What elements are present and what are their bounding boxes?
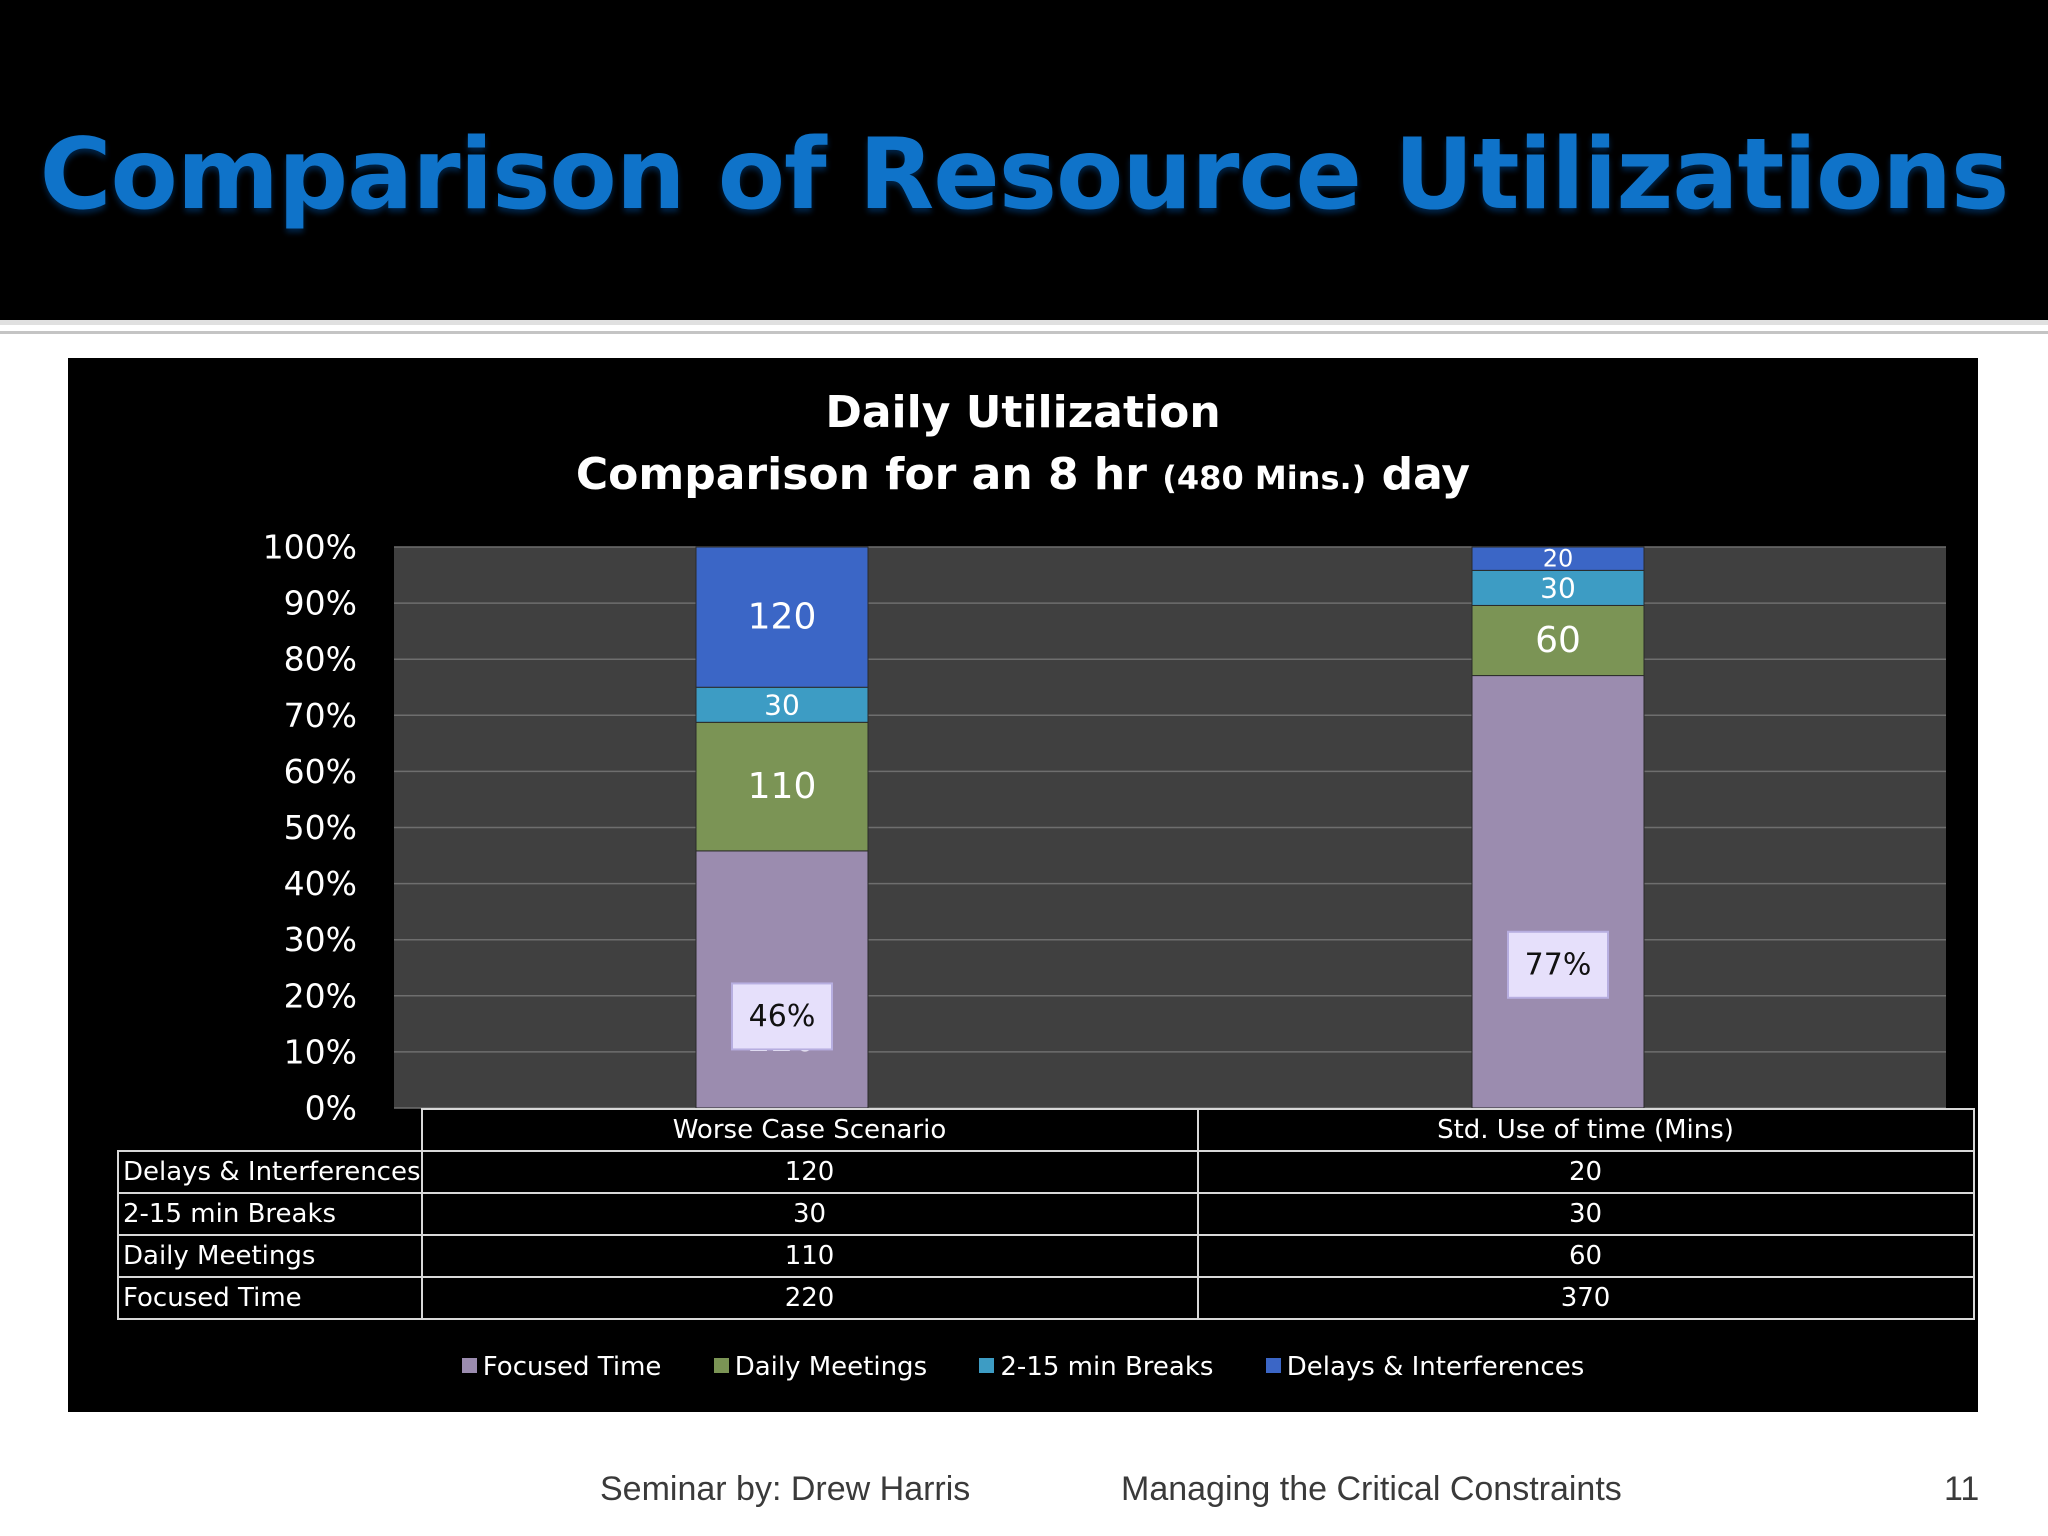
header-rule-thin bbox=[0, 331, 2048, 334]
table-cell: 110 bbox=[420, 1234, 1199, 1278]
chart-plot: 0%10%20%30%40%50%60%70%80%90%100%2201103… bbox=[263, 528, 1946, 1128]
table-cell: 30 bbox=[1196, 1192, 1975, 1236]
chart-area: Daily Utilization Comparison for an 8 hr… bbox=[68, 358, 1978, 1412]
legend-item: Daily Meetings bbox=[713, 1352, 928, 1382]
legend-item: Delays & Interferences bbox=[1265, 1352, 1585, 1382]
bar-segment bbox=[1471, 546, 1645, 571]
y-tick-label: 60% bbox=[284, 752, 357, 791]
legend-swatch bbox=[979, 1358, 995, 1373]
bar-value-label: 20 bbox=[1543, 545, 1574, 573]
bar-segment bbox=[695, 850, 869, 1109]
bar-value-label: 110 bbox=[748, 766, 817, 807]
legend-label: Delays & Interferences bbox=[1286, 1352, 1585, 1382]
table-cell: 220 bbox=[420, 1276, 1199, 1320]
table-row: Focused Time 220 370 bbox=[117, 1276, 1975, 1320]
table-row: 2-15 min Breaks 30 30 bbox=[117, 1192, 1975, 1236]
table-row-label: Daily Meetings bbox=[117, 1234, 423, 1278]
percent-callout-box bbox=[1507, 930, 1609, 999]
bar-value-label: 30 bbox=[764, 688, 800, 721]
y-tick-label: 70% bbox=[284, 696, 357, 735]
bar-segment bbox=[1471, 604, 1645, 677]
table-cell: 120 bbox=[420, 1150, 1199, 1194]
legend-label: 2-15 min Breaks bbox=[1000, 1352, 1214, 1382]
percent-callout-label: 77% bbox=[1525, 947, 1592, 982]
chart-legend: Focused Time Daily Meetings 2-15 min Bre… bbox=[68, 1352, 1978, 1382]
slide-title: Comparison of Resource Utilizations bbox=[39, 118, 2010, 232]
y-tick-label: 0% bbox=[305, 1089, 357, 1128]
chart-title: Daily Utilization Comparison for an 8 hr… bbox=[68, 382, 1978, 509]
chart-subtitle-small: (480 Mins.) bbox=[1162, 459, 1367, 497]
bar-segment bbox=[695, 721, 869, 852]
percent-callout-label: 46% bbox=[749, 999, 816, 1034]
legend-swatch bbox=[1265, 1358, 1281, 1373]
y-tick-label: 20% bbox=[284, 976, 357, 1015]
page-number: 11 bbox=[1944, 1470, 1980, 1508]
table-cell: 60 bbox=[1196, 1234, 1975, 1278]
footer-presenter: Seminar by: Drew Harris bbox=[600, 1470, 971, 1508]
bar-segment bbox=[695, 686, 869, 723]
table-cell: 20 bbox=[1196, 1150, 1975, 1194]
legend-item: Focused Time bbox=[461, 1352, 662, 1382]
table-cell: 370 bbox=[1196, 1276, 1975, 1320]
table-row: Daily Meetings 110 60 bbox=[117, 1234, 1975, 1278]
bar-value-label: 30 bbox=[1540, 571, 1576, 604]
table-cell: 30 bbox=[420, 1192, 1199, 1236]
y-tick-label: 100% bbox=[263, 528, 357, 567]
legend-swatch bbox=[461, 1358, 477, 1373]
slide-header bbox=[0, 0, 2048, 320]
legend-swatch bbox=[713, 1358, 729, 1373]
bar-segment bbox=[695, 546, 869, 688]
bar-segment bbox=[1471, 675, 1645, 1109]
bar-segment bbox=[1471, 569, 1645, 606]
header-rule bbox=[0, 320, 2048, 325]
table-corner bbox=[118, 1109, 422, 1151]
y-tick-label: 40% bbox=[284, 864, 357, 903]
chart-subtitle-prefix: Comparison for an 8 hr bbox=[575, 449, 1147, 500]
table-header-row: Worse Case Scenario Std. Use of time (Mi… bbox=[118, 1108, 1975, 1152]
bar-value-label: 60 bbox=[1535, 620, 1581, 661]
table-col-header: Std. Use of time (Mins) bbox=[1196, 1108, 1975, 1152]
legend-label: Daily Meetings bbox=[734, 1352, 928, 1382]
y-tick-label: 90% bbox=[284, 584, 357, 623]
y-tick-label: 50% bbox=[284, 808, 357, 847]
table-row-label: Delays & Interferences bbox=[117, 1150, 423, 1194]
chart-subtitle-suffix: day bbox=[1381, 449, 1471, 500]
chart-title-line2: Comparison for an 8 hr (480 Mins.) day bbox=[68, 444, 1978, 509]
table-row-label: 2-15 min Breaks bbox=[117, 1192, 423, 1236]
data-table: Worse Case Scenario Std. Use of time (Mi… bbox=[117, 1108, 1975, 1320]
legend-label: Focused Time bbox=[482, 1352, 662, 1382]
footer-seminar-title: Managing the Critical Constraints bbox=[1121, 1470, 1622, 1508]
table-row: Delays & Interferences 120 20 bbox=[117, 1150, 1975, 1194]
legend-item: 2-15 min Breaks bbox=[979, 1352, 1213, 1382]
table-col-header: Worse Case Scenario bbox=[420, 1108, 1199, 1152]
chart-title-line1: Daily Utilization bbox=[825, 387, 1221, 438]
y-tick-label: 80% bbox=[284, 640, 357, 679]
bar-value-label: 120 bbox=[748, 597, 817, 638]
percent-callout-box bbox=[731, 982, 833, 1051]
y-tick-label: 30% bbox=[284, 920, 357, 959]
table-row-label: Focused Time bbox=[117, 1276, 423, 1320]
y-tick-label: 10% bbox=[284, 1032, 357, 1071]
